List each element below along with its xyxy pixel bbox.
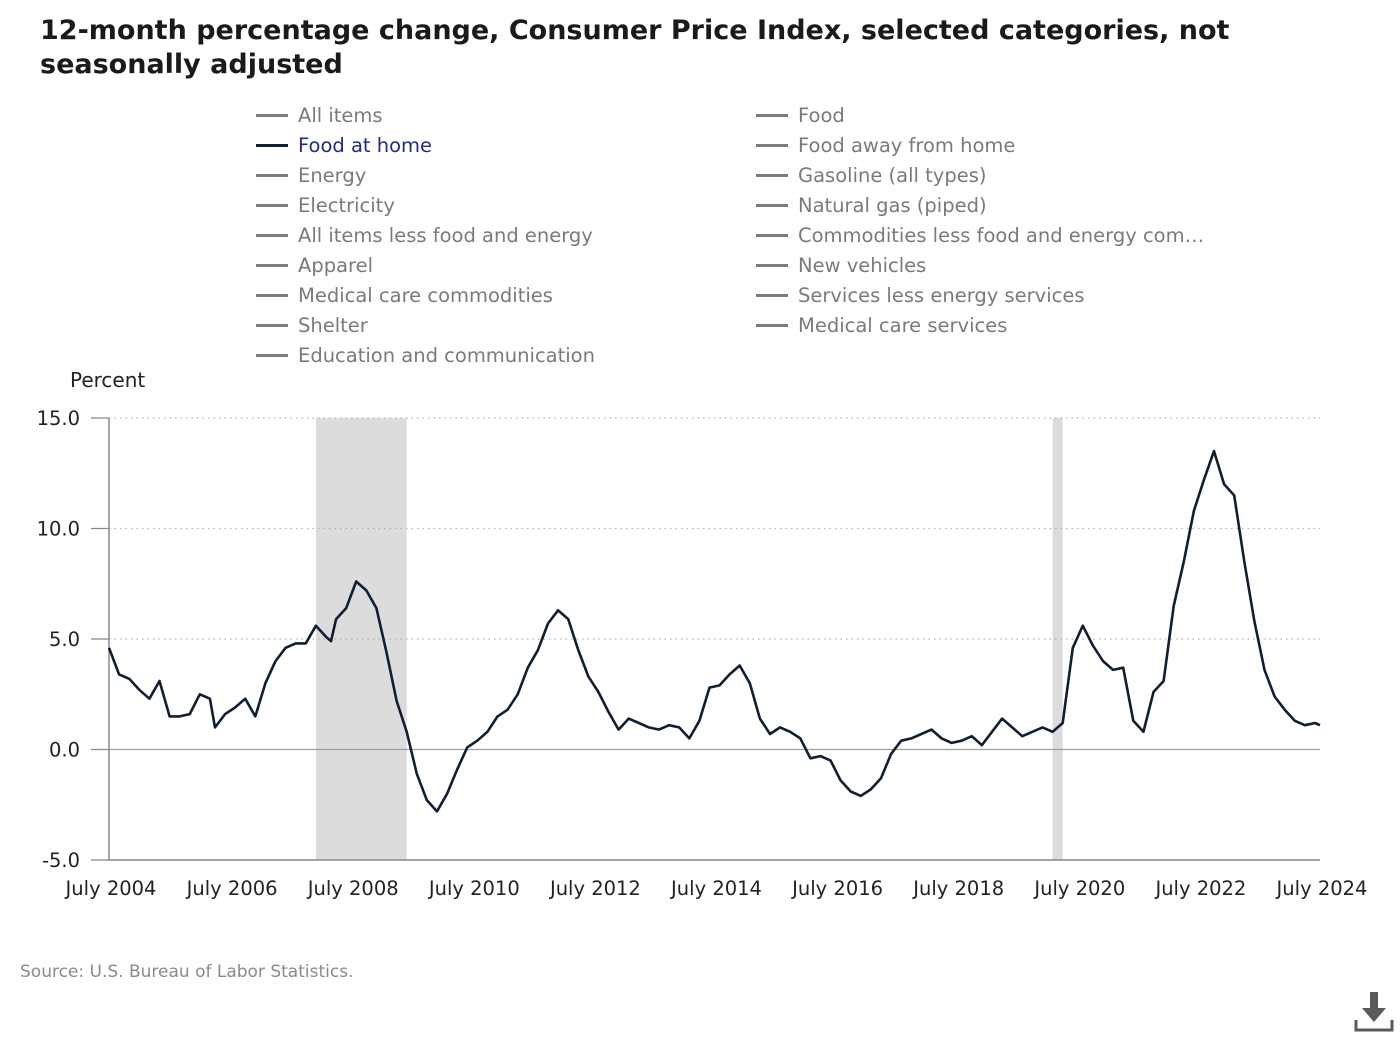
legend-label: Education and communication (298, 343, 595, 367)
source-note: Source: U.S. Bureau of Labor Statistics. (20, 962, 354, 982)
legend-swatch (256, 263, 288, 267)
legend-item[interactable]: Commodities less food and energy com… (756, 220, 1204, 250)
legend-item[interactable]: Natural gas (piped) (756, 190, 987, 220)
legend-label: Services less energy services (798, 283, 1085, 307)
legend-item[interactable]: Energy (256, 160, 366, 190)
x-tick-label: July 2004 (64, 877, 157, 900)
legend-label: Food (798, 103, 845, 127)
legend-item[interactable]: Shelter (256, 310, 368, 340)
legend-label: Food at home (298, 133, 433, 157)
legend-label: Energy (298, 163, 367, 187)
legend-label: Natural gas (piped) (798, 193, 987, 217)
x-tick-label: July 2024 (1275, 877, 1368, 900)
legend-label: Electricity (298, 193, 395, 217)
legend-swatch (256, 203, 288, 207)
x-tick-label: July 2018 (911, 877, 1004, 900)
y-tick-label: 10.0 (37, 518, 80, 541)
y-tick-label: 5.0 (49, 628, 80, 651)
legend-item[interactable]: All items less food and energy (256, 220, 593, 250)
x-tick-label: July 2014 (669, 877, 762, 900)
legend-item[interactable]: Services less energy services (756, 280, 1085, 310)
legend-swatch (256, 353, 288, 357)
y-tick-label: 15.0 (37, 407, 80, 430)
x-tick-label: July 2012 (548, 877, 641, 900)
x-tick-label: July 2020 (1032, 877, 1125, 900)
chart-title: 12-month percentage change, Consumer Pri… (40, 15, 1230, 80)
legend-label: Medical care commodities (298, 283, 553, 307)
x-tick-label: July 2016 (790, 877, 883, 900)
x-tick-label: July 2006 (185, 877, 278, 900)
legend-swatch (756, 263, 788, 267)
legend-item[interactable]: Medical care services (756, 310, 1007, 340)
legend-item[interactable]: Gasoline (all types) (756, 160, 986, 190)
legend-swatch (756, 113, 788, 117)
legend-swatch (256, 293, 288, 297)
legend-swatch (256, 233, 288, 237)
x-tick-label: July 2022 (1153, 877, 1246, 900)
series-line-food-at-home (107, 449, 1321, 813)
legend-item[interactable]: Apparel (256, 250, 373, 280)
legend-swatch (756, 173, 788, 177)
legend-swatch (256, 173, 288, 177)
legend-swatch (256, 113, 288, 117)
legend-swatch (756, 143, 788, 147)
y-tick-label: -5.0 (42, 849, 80, 872)
legend-label: Apparel (298, 253, 374, 277)
legend-label: Gasoline (all types) (798, 163, 987, 187)
x-tick-label: July 2008 (306, 877, 399, 900)
legend-item[interactable]: Food away from home (756, 130, 1015, 160)
legend-swatch (256, 323, 288, 327)
legend-item[interactable]: Food (756, 100, 845, 130)
y-tick-label: 0.0 (49, 739, 80, 762)
legend-item[interactable]: Education and communication (256, 340, 595, 370)
legend-label: Food away from home (798, 133, 1016, 157)
legend-swatch (756, 233, 788, 237)
line-chart: 15.0 10.0 5.0 0.0 -5.0 July 2004 July 2006 July… (37, 407, 1368, 900)
legend-label: New vehicles (798, 253, 927, 277)
recession-band (1052, 418, 1063, 860)
legend-item[interactable]: Food at home (256, 130, 432, 160)
download-icon[interactable] (1352, 990, 1396, 1034)
legend-swatch (756, 203, 788, 207)
legend-item[interactable]: Electricity (256, 190, 395, 220)
legend-swatch (756, 293, 788, 297)
legend-label: Medical care services (798, 313, 1008, 337)
x-tick-label: July 2010 (427, 877, 520, 900)
legend-swatch (756, 323, 788, 327)
legend-item[interactable]: New vehicles (756, 250, 926, 280)
y-axis-unit-label: Percent (70, 368, 146, 392)
legend-item[interactable]: Medical care commodities (256, 280, 553, 310)
legend-item[interactable]: All items (256, 100, 383, 130)
legend-label: Shelter (298, 313, 368, 337)
legend-label: All items (298, 103, 383, 127)
legend-swatch (256, 143, 288, 147)
legend-label: All items less food and energy (298, 223, 593, 247)
legend-label: Commodities less food and energy com… (798, 223, 1205, 247)
